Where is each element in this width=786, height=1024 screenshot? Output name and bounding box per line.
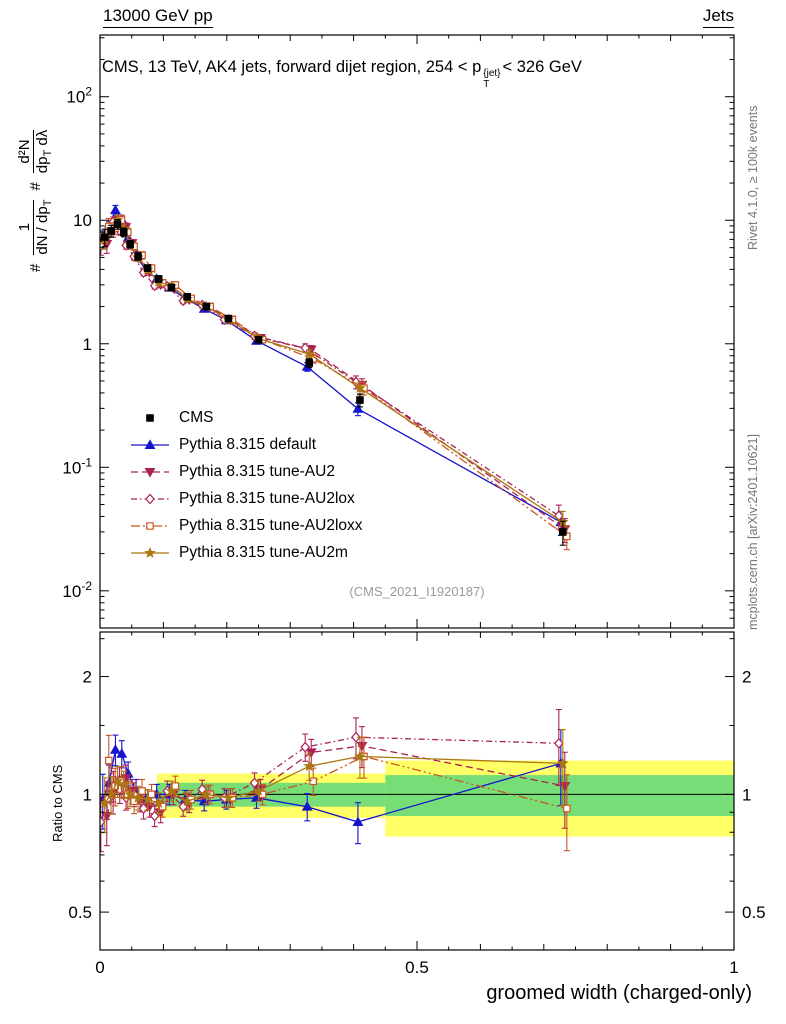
green-band bbox=[385, 775, 734, 817]
pt-jet-notation: {jet} T bbox=[483, 68, 501, 90]
legend-label: Pythia 8.315 tune-AU2m bbox=[179, 543, 348, 561]
ylabel-hash-bottom: # bbox=[26, 263, 44, 272]
ylabel-fraction-2: d²N dpT dλ bbox=[16, 129, 55, 174]
legend-label: Pythia 8.315 tune-AU2 bbox=[179, 462, 335, 480]
ylabel-frac1-den-sub: T bbox=[42, 199, 55, 207]
legend-square-icon bbox=[146, 413, 154, 422]
legend-label: Pythia 8.315 default bbox=[179, 435, 317, 453]
legend-label: Pythia 8.315 tune-AU2loxx bbox=[179, 516, 363, 534]
legend-item-default: Pythia 8.315 default bbox=[130, 431, 363, 458]
legend: CMS Pythia 8.315 default Pythia 8.315 tune… bbox=[130, 404, 363, 566]
legend-item-au2m: Pythia 8.315 tune-AU2m bbox=[130, 539, 363, 566]
svg-text:0.5: 0.5 bbox=[742, 903, 766, 922]
svg-text:1: 1 bbox=[83, 785, 92, 804]
legend-star-icon bbox=[131, 546, 169, 558]
legend-label: CMS bbox=[179, 408, 214, 426]
x-axis-label: groomed width (charged-only) bbox=[486, 982, 752, 1004]
svg-text:102: 102 bbox=[66, 85, 92, 107]
pt-subscript: T bbox=[483, 78, 490, 90]
legend-triangle-down-icon bbox=[131, 467, 169, 478]
svg-text:1: 1 bbox=[83, 335, 92, 354]
ylabel-frac1-num: 1 bbox=[16, 199, 35, 255]
svg-text:0: 0 bbox=[95, 958, 104, 977]
ylabel-frac1-den: dN / dpT bbox=[34, 200, 55, 255]
analysis-id-watermark: (CMS_2021_I1920187) bbox=[349, 584, 485, 599]
legend-item-au2: Pythia 8.315 tune-AU2 bbox=[130, 458, 363, 485]
ylabel-frac2-den: dpT dλ bbox=[34, 130, 55, 173]
ylabel-frac2-num: d²N bbox=[16, 129, 35, 174]
uncertainty-bands bbox=[100, 760, 734, 837]
axis-tick-labels: 0 0.5 1 102 10 1 10-1 10-2 0.5 0.5 1 1 2 2 bbox=[62, 85, 765, 977]
svg-text:1: 1 bbox=[729, 958, 738, 977]
beam-header: 13000 GeV pp bbox=[103, 6, 213, 28]
plot-title-prefix: CMS, 13 TeV, AK4 jets, forward dijet reg… bbox=[102, 58, 482, 76]
ratio-y-axis-label: Ratio to CMS bbox=[50, 764, 65, 842]
ylabel-frac1-den-text: dN / dp bbox=[34, 206, 52, 255]
plot-title: CMS, 13 TeV, AK4 jets, forward dijet reg… bbox=[102, 58, 582, 90]
beam-header-text: 13000 GeV pp bbox=[103, 6, 213, 28]
legend-square-icon bbox=[131, 521, 169, 530]
ylabel-frac2-den-tail: dλ bbox=[34, 129, 52, 150]
analysis-group-header: Jets bbox=[702, 6, 734, 28]
ylabel-frac2-den-sub: T bbox=[42, 149, 55, 157]
legend-diamond-icon bbox=[131, 492, 169, 505]
svg-text:10-1: 10-1 bbox=[62, 455, 92, 477]
svg-text:10-2: 10-2 bbox=[62, 579, 92, 601]
svg-text:1: 1 bbox=[742, 785, 751, 804]
main-y-axis-label: # 1 dN / dpT # d²N dpT dλ bbox=[16, 129, 55, 272]
svg-text:0.5: 0.5 bbox=[405, 958, 429, 977]
legend-item-cms: CMS bbox=[130, 404, 363, 431]
ylabel-fraction-1: 1 dN / dpT bbox=[16, 199, 55, 255]
series-ratio-au2m bbox=[100, 729, 569, 834]
svg-text:0.5: 0.5 bbox=[68, 903, 92, 922]
legend-item-au2lox: Pythia 8.315 tune-AU2lox bbox=[130, 485, 363, 512]
legend-label: Pythia 8.315 tune-AU2lox bbox=[179, 489, 355, 507]
legend-triangle-up-icon bbox=[131, 438, 169, 449]
plot-title-suffix: < 326 GeV bbox=[502, 58, 582, 76]
svg-text:10: 10 bbox=[73, 211, 92, 230]
ylabel-hash-mid: # bbox=[26, 182, 44, 191]
rivet-version-note: Rivet 4.1.0, ≥ 100k events bbox=[746, 105, 760, 250]
legend-item-au2loxx: Pythia 8.315 tune-AU2loxx bbox=[130, 512, 363, 539]
mcplots-arxiv-note: mcplots.cern.ch [arXiv:2401.10621] bbox=[746, 434, 760, 630]
ylabel-frac2-den-text: dp bbox=[34, 156, 52, 174]
svg-text:2: 2 bbox=[83, 668, 92, 687]
series-main-cms bbox=[100, 218, 567, 546]
analysis-group-text: Jets bbox=[702, 6, 734, 28]
pt-superscript: {jet} bbox=[483, 68, 501, 79]
axis-ticks bbox=[99, 35, 735, 951]
svg-text:2: 2 bbox=[742, 668, 751, 687]
